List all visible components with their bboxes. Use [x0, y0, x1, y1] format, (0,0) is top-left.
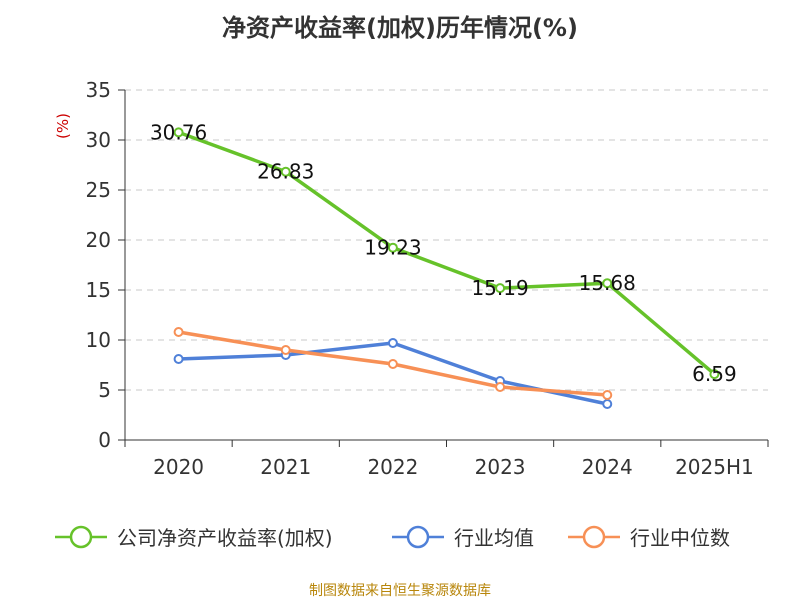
x-tick-label: 2025H1 [675, 455, 754, 479]
series-point-0 [495, 283, 506, 294]
data-labels: 30.76 26.83 19.23 15.19 15.68 6.59 [150, 120, 737, 386]
x-tick-label: 2023 [475, 455, 526, 479]
data-label: 26.83 [257, 160, 314, 184]
y-tick-label: 15 [86, 278, 111, 302]
series-point-0 [709, 369, 720, 380]
series-point-1 [602, 399, 613, 409]
series-point-0 [173, 127, 184, 138]
series-lines [173, 127, 720, 409]
x-tick-label: 2024 [582, 455, 633, 479]
series-point-2 [602, 390, 613, 400]
x-tick-label: 2022 [367, 455, 418, 479]
series-point-2 [173, 327, 184, 337]
chart-title: 净资产收益率(加权)历年情况(%) [222, 14, 578, 42]
series-point-1 [387, 338, 398, 348]
y-tick-label: 10 [86, 328, 111, 352]
series-point-0 [602, 278, 613, 289]
axes: 0 5 10 15 20 25 30 35 (%) 2020 2021 2022 2023 2024 202… [54, 78, 769, 479]
data-label: 15.19 [471, 276, 528, 300]
x-tick-label: 2020 [153, 455, 204, 479]
legend-marker-2 [582, 525, 606, 549]
series-point-2 [280, 345, 291, 355]
data-label: 6.59 [692, 362, 737, 386]
y-tick-label: 35 [86, 78, 111, 102]
data-label: 15.68 [579, 271, 636, 295]
y-tick-label: 25 [86, 178, 111, 202]
legend-marker-0 [69, 525, 93, 549]
grid-lines [125, 89, 768, 391]
y-axis-unit: (%) [54, 113, 72, 139]
y-tick-label: 30 [86, 128, 111, 152]
series-line-1 [178, 341, 608, 406]
legend: 公司净资产收益率(加权) 行业均值 行业中位数 [55, 525, 730, 550]
y-tick-label: 5 [98, 378, 111, 402]
legend-label: 行业中位数 [630, 526, 730, 550]
data-label: 30.76 [150, 120, 207, 144]
data-label: 19.23 [364, 236, 421, 260]
source-note: 制图数据来自恒生聚源数据库 [309, 583, 491, 599]
series-point-1 [173, 354, 184, 364]
series-point-0 [280, 166, 291, 177]
series-point-2 [495, 382, 506, 392]
legend-marker-1 [406, 525, 430, 549]
series-point-2 [387, 359, 398, 369]
series-line-0 [177, 130, 716, 376]
legend-label: 行业均值 [454, 526, 534, 550]
series-point-0 [387, 242, 398, 253]
y-tick-label: 20 [86, 228, 111, 252]
legend-label: 公司净资产收益率(加权) [117, 526, 333, 550]
x-tick-label: 2021 [260, 455, 311, 479]
y-tick-label: 0 [98, 428, 111, 452]
